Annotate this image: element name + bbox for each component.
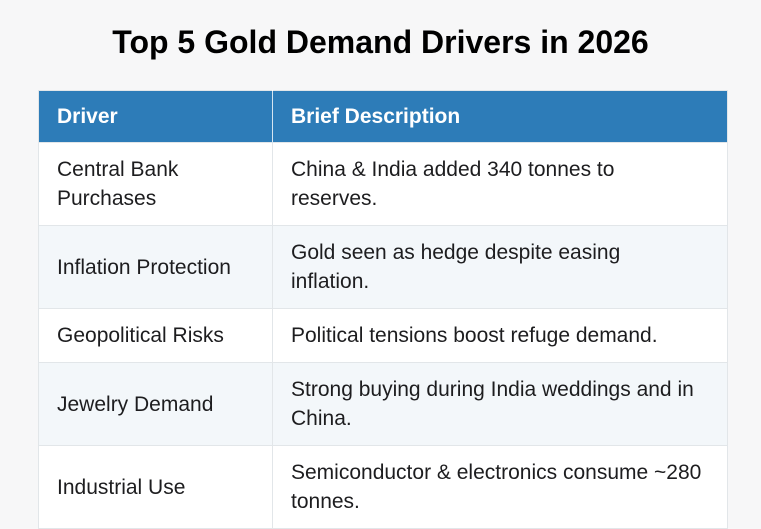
driver-cell: Central Bank Purchases: [38, 142, 273, 226]
description-cell: China & India added 340 tonnes to reserv…: [272, 142, 728, 226]
table-header-row: Driver Brief Description: [38, 90, 728, 143]
driver-cell: Inflation Protection: [38, 225, 273, 309]
page: Top 5 Gold Demand Drivers in 2026 Driver…: [0, 26, 761, 529]
description-text: Semiconductor & electronics consume ~280…: [291, 461, 702, 513]
table-row: Jewelry Demand Strong buying during Indi…: [38, 362, 728, 446]
driver-cell: Industrial Use: [38, 445, 273, 529]
description-cell: Political tensions boost refuge demand.: [272, 308, 728, 363]
description-cell: Strong buying during India weddings and …: [272, 362, 728, 446]
column-header-brief-description: Brief Description: [272, 90, 728, 143]
driver-cell: Jewelry Demand: [38, 362, 273, 446]
description-text: China & India added 340 tonnes to reserv…: [291, 158, 615, 210]
page-title: Top 5 Gold Demand Drivers in 2026: [112, 24, 649, 60]
table-row: Industrial Use Semiconductor & electroni…: [38, 445, 728, 529]
description-cell: Gold seen as hedge despite easing inflat…: [272, 225, 728, 309]
gold-demand-table: Driver Brief Description Central Bank Pu…: [38, 90, 728, 529]
driver-cell: Geopolitical Risks: [38, 308, 273, 363]
column-header-driver: Driver: [38, 90, 273, 143]
description-text: Gold seen as hedge despite easing inflat…: [291, 241, 621, 293]
description-cell: Semiconductor & electronics consume ~280…: [272, 445, 728, 529]
table-row: Geopolitical Risks Political tensions bo…: [38, 308, 728, 363]
description-text: Political tensions boost refuge demand.: [291, 324, 658, 347]
table-row: Central Bank Purchases China & India add…: [38, 142, 728, 226]
table-row: Inflation Protection Gold seen as hedge …: [38, 225, 728, 309]
description-text: Strong buying during India weddings and …: [291, 378, 694, 430]
